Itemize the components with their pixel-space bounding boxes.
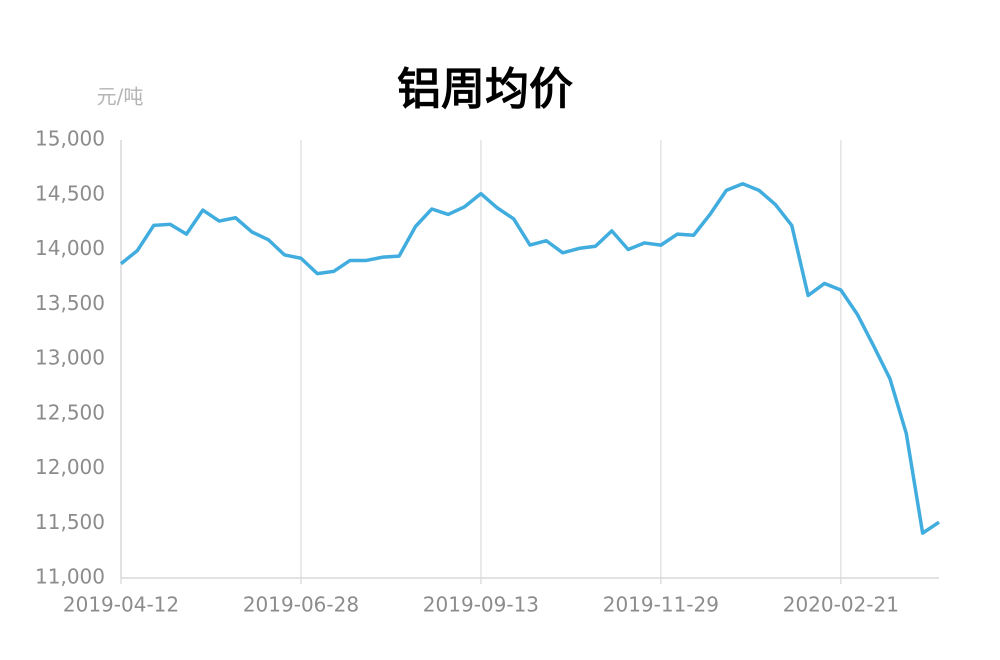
y-tick-label: 14,000 xyxy=(35,236,105,260)
y-tick-label: 12,000 xyxy=(35,455,105,479)
y-tick-label: 15,000 xyxy=(35,127,105,151)
y-tick-label: 14,500 xyxy=(35,181,105,205)
y-tick-label: 12,500 xyxy=(35,400,105,424)
x-tick-label: 2019-06-28 xyxy=(243,593,359,617)
x-tick-label: 2019-11-29 xyxy=(603,593,719,617)
line-series xyxy=(119,182,940,535)
chart-title: 铝周均价 xyxy=(397,64,573,115)
x-tick-label: 2020-02-21 xyxy=(783,593,899,617)
y-tick-label: 13,500 xyxy=(35,291,105,315)
y-axis-unit: 元/吨 xyxy=(97,85,144,109)
x-tick-label: 2019-04-12 xyxy=(63,593,179,617)
y-tick-label: 13,000 xyxy=(35,346,105,370)
x-tick-label: 2019-09-13 xyxy=(423,593,539,617)
y-tick-label: 11,000 xyxy=(35,565,105,589)
y-tick-label: 11,500 xyxy=(35,510,105,534)
